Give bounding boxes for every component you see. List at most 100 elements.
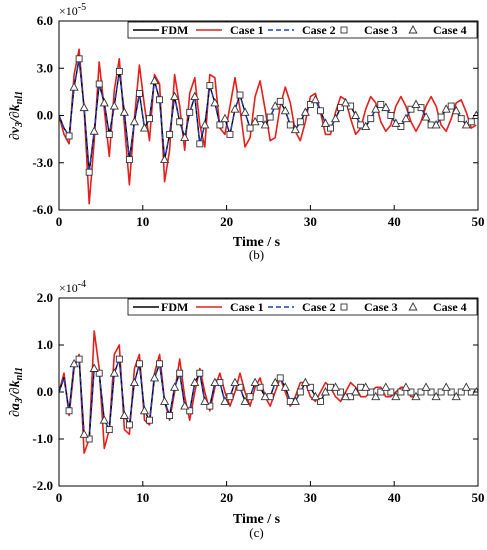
legend-entry-case-4-swatch xyxy=(408,302,418,311)
x-tick-label: 30 xyxy=(304,214,317,229)
case-4-marker xyxy=(451,391,461,401)
y-tick-label: 2.0 xyxy=(37,290,53,305)
case-4-marker xyxy=(260,120,270,129)
legend-box xyxy=(127,298,478,316)
case-4-marker xyxy=(330,113,341,123)
case-4-marker xyxy=(160,396,170,405)
case-3-marker xyxy=(226,130,234,138)
case-3-marker xyxy=(447,388,455,396)
y-tick-label: 0.0 xyxy=(37,384,53,399)
case-3-marker xyxy=(457,115,465,123)
case-3-marker xyxy=(296,388,304,396)
case-3-marker xyxy=(306,101,314,108)
legend-entry-case-2: Case 2 xyxy=(302,300,336,314)
x-tick-label: 20 xyxy=(220,214,233,229)
case-4-marker xyxy=(461,120,471,129)
y-tick-label: 1.0 xyxy=(37,337,53,352)
legend-entry-case-3: Case 3 xyxy=(364,300,398,314)
case-4-marker xyxy=(270,101,280,110)
case-4-marker xyxy=(431,391,441,401)
y-tick-label: -1.0 xyxy=(32,431,53,446)
plot-area xyxy=(59,330,478,454)
case-4-marker xyxy=(160,154,170,164)
case-4-marker xyxy=(99,415,109,424)
case-4-marker xyxy=(79,102,89,112)
case-4-marker xyxy=(401,382,411,391)
panel-b: 0 10 20 30 40 50 6.0 3.0 0.0 -3.0 -6.0 ×10-5 ∂v3/∂kn… xyxy=(8,2,485,262)
case-3-marker xyxy=(437,388,445,396)
case-4-marker xyxy=(310,391,320,401)
case-4-marker xyxy=(210,97,220,107)
y-tick-label: -6.0 xyxy=(32,202,53,217)
legend-entry-case-2: Case 2 xyxy=(302,23,336,37)
case-3-marker xyxy=(85,168,93,176)
case-4-marker xyxy=(119,107,129,116)
case-3-marker xyxy=(457,388,465,396)
case-3-marker xyxy=(427,388,435,396)
case-3-marker xyxy=(337,104,345,112)
case-3-marker xyxy=(437,113,445,121)
case-3-marker xyxy=(186,108,194,116)
case-4-marker xyxy=(200,120,210,129)
case-3-marker xyxy=(75,55,83,63)
case-4-marker xyxy=(411,99,421,108)
case-3-marker xyxy=(75,355,83,363)
case-4-marker xyxy=(109,101,119,110)
case-3-marker xyxy=(296,118,304,126)
case-4-marker xyxy=(129,116,139,126)
x-tick-label: 10 xyxy=(136,490,149,505)
case-3-marker xyxy=(146,416,153,424)
case-4-marker xyxy=(190,377,200,387)
case-4-marker xyxy=(190,91,200,101)
case-3-marker xyxy=(226,393,234,401)
case-4-marker xyxy=(260,391,270,401)
case-3-marker xyxy=(387,112,395,119)
case-3-marker xyxy=(216,121,224,129)
y-axis-label: ∂a3/∂knl1 xyxy=(8,367,25,417)
case-3-marker xyxy=(317,107,324,115)
case-3-marker xyxy=(146,115,153,123)
case-4-marker xyxy=(89,126,99,135)
legend-entry-fdm: FDM xyxy=(161,300,188,314)
legend-entry-case-1: Case 1 xyxy=(230,23,264,37)
case-4-marker xyxy=(411,391,421,401)
case-4-marker xyxy=(250,116,260,126)
case-4-marker xyxy=(119,410,129,419)
case-3-marker xyxy=(266,113,274,121)
legend-entry-case-1: Case 1 xyxy=(230,300,264,314)
case-3-marker xyxy=(65,132,73,140)
case-3-marker xyxy=(186,407,194,415)
case-3-marker xyxy=(367,388,375,396)
case-3-marker xyxy=(176,118,184,126)
case-4-marker xyxy=(441,382,451,391)
case-4-marker xyxy=(109,368,119,377)
case-4-marker xyxy=(139,405,150,415)
y-multiplier: ×10-4 xyxy=(59,279,86,295)
case-4-marker xyxy=(220,396,230,405)
case-3-marker xyxy=(95,369,103,377)
case-3-marker xyxy=(467,118,475,126)
case-4-marker xyxy=(69,82,79,91)
case-3-marker xyxy=(206,402,214,410)
case-4-marker xyxy=(280,382,290,391)
case-4-marker xyxy=(170,91,180,101)
case-3-marker xyxy=(115,67,123,75)
case-3-marker xyxy=(417,388,425,396)
case-3-marker xyxy=(407,388,415,396)
case-4-marker xyxy=(361,121,371,130)
case-3-marker xyxy=(105,426,113,434)
case-4-marker xyxy=(69,358,79,368)
case-4-marker xyxy=(300,377,310,387)
legend-entry-case-3: Case 3 xyxy=(364,23,398,37)
legend-entry-case-3-swatch xyxy=(340,303,348,311)
case-3-marker xyxy=(246,393,254,401)
case-3-marker xyxy=(397,388,405,396)
case-4-marker xyxy=(270,377,280,387)
case-4-marker xyxy=(461,382,471,391)
case-3-marker xyxy=(206,82,214,90)
case-4-marker xyxy=(361,382,371,391)
y-tick-label: 0.0 xyxy=(37,108,53,123)
case-3-marker xyxy=(125,156,133,164)
case-3-marker xyxy=(166,412,174,419)
